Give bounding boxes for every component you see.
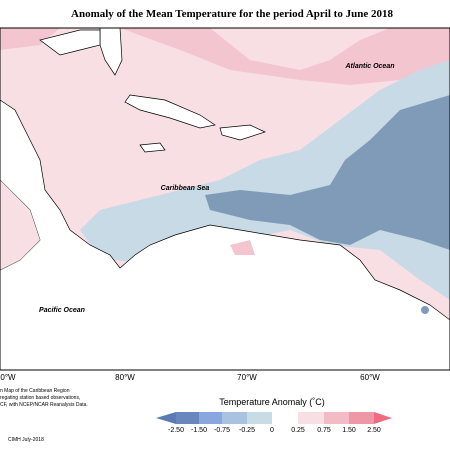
land — [39, 29, 101, 56]
colorbar-segment — [324, 412, 349, 424]
longitude-label: 70°W — [237, 373, 257, 382]
ocean-label: Pacific Ocean — [39, 307, 85, 314]
colorbar-tick-label: 0 — [270, 427, 274, 434]
warm-area — [120, 28, 450, 85]
ocean-label: Atlantic Ocean — [344, 63, 394, 70]
longitude-label: 0°W — [0, 373, 16, 382]
map-frame — [0, 27, 450, 371]
land — [139, 142, 166, 153]
ocean-label: Caribbean Sea — [161, 185, 210, 192]
credit: CIMH July-2018 — [8, 437, 44, 443]
colorbar-tick-label: -0.75 — [214, 427, 230, 434]
land — [219, 124, 266, 141]
colorbar-segment — [298, 412, 324, 424]
colorbar-segment — [247, 412, 272, 424]
colorbar-segment — [272, 412, 298, 424]
land — [124, 94, 216, 129]
cool-area — [205, 95, 450, 250]
footnote: regating station based observations, — [0, 395, 80, 401]
colorbar-tick-label: 0.25 — [291, 427, 305, 434]
colorbar-tick-label: 2.50 — [367, 427, 381, 434]
warm-area — [0, 28, 60, 50]
legend-title: Temperature Anomaly (˚C) — [219, 397, 325, 407]
colorbar — [156, 412, 392, 424]
warm-area — [230, 240, 255, 255]
colorbar-segment — [199, 412, 222, 424]
warm-area — [0, 180, 40, 270]
colorbar-segment — [176, 412, 199, 424]
cool-area — [421, 306, 429, 314]
colorbar-segment — [222, 412, 247, 424]
colorbar-tick-label: 1.50 — [342, 427, 356, 434]
footnote: n Map of the Caribbean Region — [0, 388, 70, 394]
colorbar-tick-label: -2.50 — [168, 427, 184, 434]
colorbar-tick-label: -0.25 — [239, 427, 255, 434]
colorbar-ticks: -2.50 -1.50 -0.75 -0.25 0 0.25 0.75 1.50 2.50 — [168, 427, 381, 434]
footnote: CF, with NCEP/NCAR Reanalysis Data. — [0, 402, 88, 408]
colorbar-arrow — [374, 412, 392, 424]
colorbar-arrow — [156, 412, 176, 424]
colorbar-tick-label: 0.75 — [317, 427, 331, 434]
colorbar-tick-label: -1.50 — [191, 427, 207, 434]
title: Anomaly of the Mean Temperature for the … — [71, 8, 393, 20]
map: Atlantic Ocean Caribbean Sea Pacific Oce… — [0, 27, 450, 371]
longitude-label: 60°W — [360, 373, 380, 382]
colorbar-segment — [349, 412, 374, 424]
longitude-label: 80°W — [115, 373, 135, 382]
